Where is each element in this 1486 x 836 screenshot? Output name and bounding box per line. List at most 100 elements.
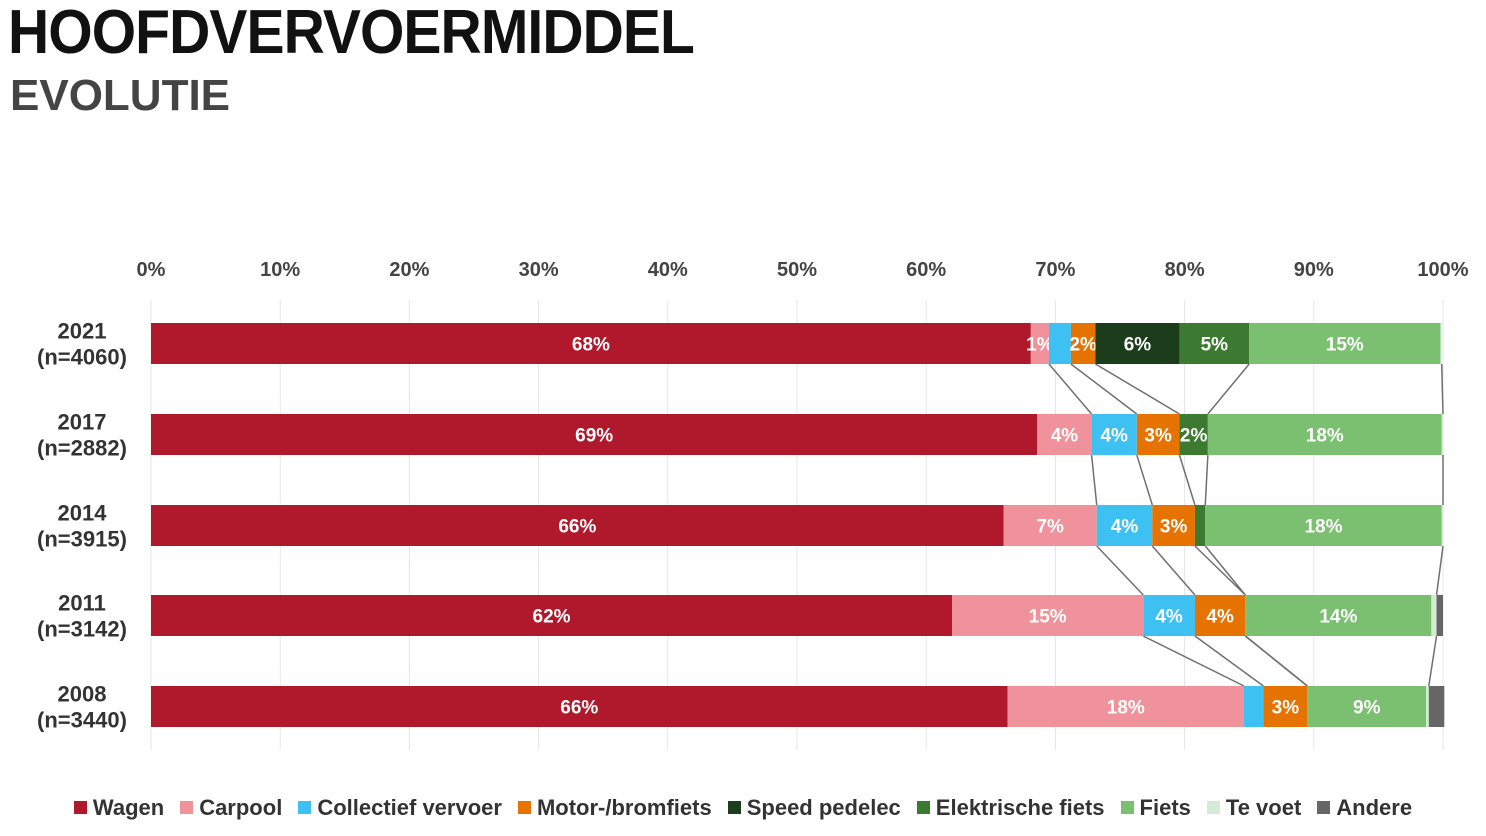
bar-segment-fiets — [1307, 686, 1427, 727]
legend-swatch — [916, 801, 930, 814]
legend-label: Motor-/bromfiets — [536, 795, 712, 820]
bar-segment-wagen — [151, 505, 1004, 546]
x-tick-label: 10% — [260, 259, 300, 281]
data-label: 1% — [1026, 335, 1054, 356]
bar-segment-elektrische-fiets — [1179, 414, 1208, 455]
data-label: 69% — [575, 426, 613, 447]
legend-item: Motor-/bromfiets — [517, 795, 712, 821]
data-label: 5% — [1201, 335, 1229, 356]
legend-item: Andere — [1317, 795, 1412, 821]
bar-segment-speed-pedelec — [1095, 323, 1180, 364]
data-label: 14% — [1319, 607, 1357, 628]
bar-segment-elektrische-fiets — [1179, 323, 1250, 364]
bar-segment-carpool — [952, 595, 1144, 636]
chart-subtitle: EVOLUTIE — [10, 71, 231, 120]
legend-item: Fiets — [1120, 795, 1191, 821]
x-tick-label: 90% — [1294, 259, 1334, 281]
stacked-bar-chart: 0% 10% 20% 30% 40% 50% 60% 70% 80% 90% 100%2021(n=… — [37, 259, 1469, 750]
data-label: 3% — [1272, 698, 1300, 719]
y-category-label: (n=2882) — [37, 436, 127, 461]
data-label: 9% — [1353, 698, 1381, 719]
connector-line — [1095, 363, 1180, 415]
legend-swatch — [1206, 801, 1220, 814]
connector-line — [1096, 545, 1144, 596]
y-category-label: 2014 — [58, 501, 108, 526]
legend-item: Elektrische fiets — [916, 795, 1105, 821]
legend-swatch — [727, 801, 741, 814]
data-label: 15% — [1326, 335, 1364, 356]
bar-segment-collectief-vervoer — [1096, 505, 1153, 546]
y-category-label: (n=3142) — [37, 617, 127, 642]
y-category-label: 2021 — [58, 319, 107, 344]
connector-line — [1178, 454, 1196, 506]
chart-legend: Wagen Carpool Collectief vervoer Motor-/bro… — [0, 795, 1486, 821]
x-tick-label: 20% — [389, 259, 429, 281]
connector-line — [1207, 363, 1250, 415]
y-category-label: 2017 — [58, 410, 107, 435]
connector-line — [1428, 635, 1438, 687]
legend-label: Collectief vervoer — [317, 795, 502, 820]
data-label: 3% — [1144, 426, 1172, 447]
bar-segment-collectief-vervoer — [1091, 414, 1137, 455]
legend-item: Speed pedelec — [727, 795, 901, 821]
data-label: 7% — [1036, 517, 1064, 538]
bar-segment-te-voet — [1441, 505, 1443, 546]
bar-segment-motor-bromfiets — [1152, 505, 1195, 546]
data-label: 66% — [558, 517, 596, 538]
connector-line — [1440, 363, 1444, 415]
legend-swatch — [1120, 801, 1134, 814]
data-label: 68% — [572, 335, 610, 356]
data-label: 2% — [1069, 335, 1097, 356]
connector-line — [1048, 363, 1093, 415]
data-label: 62% — [533, 607, 571, 628]
legend-label: Wagen — [92, 795, 165, 820]
legend-label: Fiets — [1139, 795, 1191, 820]
legend-label: Andere — [1336, 795, 1413, 820]
bar-segment-wagen — [151, 595, 953, 636]
legend-label: Te voet — [1225, 795, 1302, 820]
connector-line — [1194, 545, 1246, 596]
bar-segment-motor-bromfiets — [1194, 595, 1246, 636]
bar-segment-fiets — [1245, 595, 1432, 636]
legend-item: Wagen — [73, 795, 165, 821]
chart-title: HOOFDVERVOERMIDDEL — [8, 0, 695, 67]
bar-segment-motor-bromfiets — [1263, 686, 1308, 727]
x-tick-label: 40% — [648, 259, 688, 281]
x-tick-label: 100% — [1417, 259, 1468, 281]
x-tick-label: 30% — [519, 259, 559, 281]
legend-label: Speed pedelec — [746, 795, 901, 820]
x-tick-label: 80% — [1165, 259, 1205, 281]
bar-segment-collectief-vervoer — [1143, 595, 1195, 636]
bar-segment-elektrische-fiets — [1194, 505, 1206, 546]
data-label: 4% — [1100, 426, 1128, 447]
legend-label: Carpool — [199, 795, 283, 820]
legend-swatch — [180, 801, 194, 814]
bar-segment-wagen — [151, 414, 1038, 455]
connector-line — [1136, 454, 1154, 506]
x-tick-label: 70% — [1035, 259, 1075, 281]
connector-line — [1435, 545, 1444, 596]
data-label: 18% — [1304, 517, 1342, 538]
data-label: 4% — [1155, 607, 1183, 628]
data-label: 2% — [1180, 426, 1208, 447]
bar-segment-te-voet — [1431, 595, 1437, 636]
bar-segment-motor-bromfiets — [1070, 323, 1096, 364]
data-label: 18% — [1107, 698, 1145, 719]
bar-segment-te-voet — [1440, 323, 1442, 364]
x-tick-label: 0% — [137, 259, 166, 281]
connector-line — [1151, 545, 1196, 596]
bar-segment-wagen — [151, 686, 1008, 727]
bar-segment-fiets — [1205, 505, 1442, 546]
bar-segment-te-voet — [1426, 686, 1429, 727]
bar-segment-fiets — [1207, 414, 1442, 455]
bar-segment-collectief-vervoer — [1048, 323, 1071, 364]
data-label: 4% — [1051, 426, 1079, 447]
legend-swatch — [298, 801, 312, 814]
data-label: 4% — [1206, 607, 1234, 628]
y-category-label: (n=3915) — [37, 527, 127, 552]
legend-swatch — [517, 801, 531, 814]
connector-line — [1204, 545, 1246, 596]
bar-segment-carpool — [1003, 505, 1097, 546]
data-label: 15% — [1029, 607, 1067, 628]
data-label: 6% — [1124, 335, 1152, 356]
